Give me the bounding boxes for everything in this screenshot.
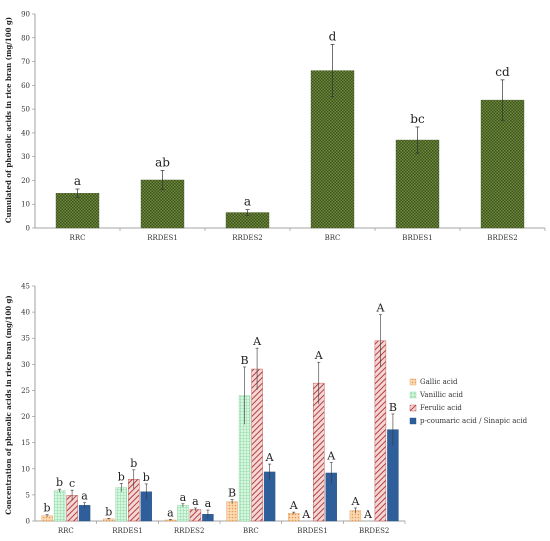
- chart1-xtick-label: BRDES1: [402, 234, 432, 242]
- chart1-ytick-label: 70: [21, 58, 30, 66]
- chart1-significance-letter: bc: [410, 112, 425, 126]
- chart2-significance-letter: A: [375, 302, 385, 315]
- chart2-legend-swatch: [409, 378, 417, 386]
- chart1-bars: a ab a d bc cd: [55, 29, 525, 229]
- chart2-bar: [226, 501, 238, 522]
- chart2-legend-swatch: [409, 391, 417, 399]
- chart2-bar: [288, 512, 300, 522]
- chart1-bar: [55, 193, 100, 229]
- chart2-xtick-label: BRC: [243, 527, 259, 535]
- chart1-xtick-label: BRDES2: [487, 234, 517, 242]
- chart2-xtick-label: RRDES2: [174, 527, 205, 535]
- chart1-ylabel: Cumulated of phenolic acids in rice bran…: [4, 17, 13, 223]
- chart1-significance-letter: a: [244, 195, 251, 209]
- chart1-significance-letter: d: [329, 29, 337, 43]
- chart2-ytick-label: 30: [21, 361, 30, 369]
- chart1-significance-letter: ab: [155, 155, 170, 169]
- chart2-significance-letter: c: [69, 477, 75, 490]
- chart2-significance-letter: a: [180, 491, 187, 504]
- chart1-ytick-label: 80: [21, 34, 30, 42]
- chart2-significance-letter: B: [389, 401, 397, 414]
- chart2-ytick-label: 35: [21, 335, 30, 343]
- chart2-ytick-label: 0: [26, 518, 30, 526]
- chart1-ytick-label: 20: [21, 177, 30, 185]
- chart2-bar: [177, 505, 189, 522]
- chart2-significance-letter: a: [167, 506, 174, 519]
- chart1-bar: [480, 99, 525, 229]
- chart2-legend-label: Vanillic acid: [419, 391, 464, 399]
- chart1-ytick-label: 40: [21, 129, 30, 137]
- chart1-ytick-label: 0: [26, 225, 30, 233]
- chart2-ytick-label: 5: [26, 491, 30, 499]
- chart2-ylabel: Concentration of phenolic acids in rice …: [4, 295, 13, 515]
- chart1-xtick-label: BRC: [325, 234, 341, 242]
- chart2-xtick-label: RRDES1: [112, 527, 143, 535]
- chart2-legend-label: Ferulic acid: [420, 404, 462, 412]
- chart1-ytick-label: 90: [21, 11, 30, 19]
- chart2-bar: [189, 509, 202, 522]
- chart2-significance-letter: b: [105, 505, 112, 518]
- chart1-axes: 0 10 20 30 40 50 60 70 80 90 RRC RRDES1 RRDES2 BRC BRD…: [21, 11, 546, 242]
- chart2-significance-letter: A: [289, 499, 299, 512]
- chart2-legend-label: Gallic acid: [420, 378, 458, 386]
- chart2-significance-letter: A: [350, 495, 360, 508]
- chart1-ytick-label: 60: [21, 82, 30, 90]
- chart2-bar: [251, 368, 263, 522]
- chart2-bar: [53, 490, 66, 522]
- chart2-significance-letter: b: [44, 502, 51, 515]
- chart2-significance-letter: A: [265, 451, 275, 464]
- chart2-legend-label: p-coumaric acid / Sinapic acid: [420, 417, 528, 425]
- chart2-ytick-label: 40: [21, 309, 30, 317]
- chart2-bar: [115, 487, 127, 522]
- chart2-legend: Gallic acid Vanillic acid Ferulic acid p-co…: [409, 378, 528, 425]
- chart2-significance-letter: a: [81, 490, 88, 503]
- chart1-ytick-label: 10: [21, 201, 30, 209]
- chart2-xtick-label: BRDES2: [359, 527, 389, 535]
- chart2-significance-letter: a: [192, 495, 199, 508]
- chart1-xtick-label: RRC: [70, 234, 86, 242]
- chart2-significance-letter: A: [314, 349, 324, 362]
- chart2-ytick-label: 20: [21, 413, 30, 421]
- chart2-ytick-label: 45: [21, 283, 30, 291]
- chart2-significance-letter: b: [130, 457, 137, 470]
- chart2-legend-swatch: [409, 404, 417, 412]
- chart2-significance-letter: A: [326, 450, 336, 463]
- chart2-significance-letter: B: [241, 354, 249, 367]
- chart2-xtick-label: RRC: [58, 527, 74, 535]
- chart2-bar: [374, 340, 387, 522]
- chart1-ytick-label: 30: [21, 153, 30, 161]
- chart2-significance-letter: B: [228, 487, 236, 500]
- chart2-significance-letter: A: [252, 335, 262, 348]
- chart2-significance-letter: A: [301, 508, 311, 521]
- chart1-ytick-label: 50: [21, 106, 30, 114]
- chart2-ytick-label: 10: [21, 465, 30, 473]
- chart2-ytick-label: 25: [21, 387, 30, 395]
- chart1-significance-letter: a: [74, 174, 81, 188]
- chart2-significance-letter: b: [118, 470, 125, 483]
- chart1-bar: [395, 139, 440, 229]
- chart2-significance-letter: a: [205, 497, 212, 510]
- chart2-xtick-label: BRDES1: [297, 527, 327, 535]
- chart2-ytick-label: 15: [21, 439, 30, 447]
- chart-cumulated: Cumulated of phenolic acids in rice bran…: [4, 11, 546, 242]
- chart2-significance-letter: b: [143, 471, 150, 484]
- chart2-axes: 0 5 10 15 20 25 30 35 40 45 RRC RRDES1 RRDES2 BRC BRDE…: [21, 283, 406, 535]
- chart1-xtick-label: RRDES2: [232, 234, 263, 242]
- chart-concentration: Concentration of phenolic acids in rice …: [4, 283, 528, 536]
- chart1-significance-letter: cd: [495, 65, 510, 79]
- chart1-bar: [140, 179, 185, 229]
- chart2-legend-swatch: [409, 417, 417, 425]
- chart2-significance-letter: b: [56, 476, 63, 489]
- chart1-xtick-label: RRDES1: [147, 234, 178, 242]
- chart2-significance-letter: A: [363, 508, 373, 521]
